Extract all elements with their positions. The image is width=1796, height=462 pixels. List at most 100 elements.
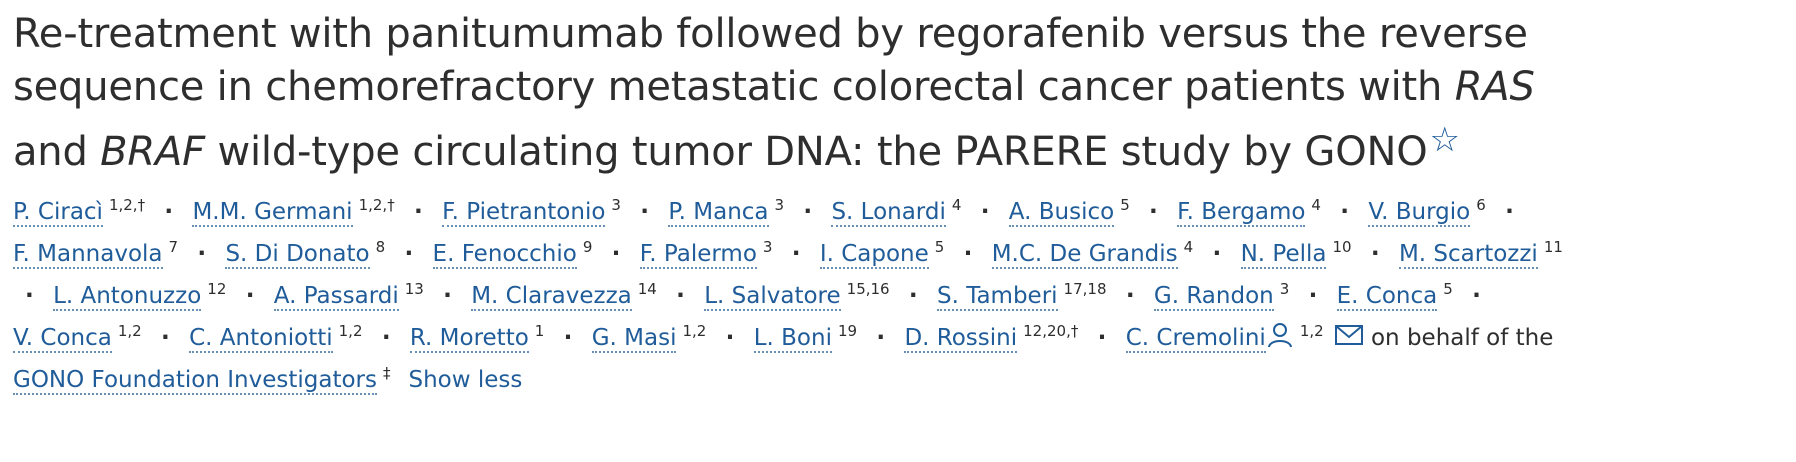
affiliation: 8 — [375, 238, 386, 256]
author-link[interactable]: M. Scartozzi — [1398, 241, 1538, 269]
author-link[interactable]: P. Ciracì — [13, 199, 103, 227]
separator: · — [791, 241, 801, 267]
separator: · — [1472, 283, 1481, 309]
separator: · — [164, 199, 174, 225]
affiliation: 4 — [951, 196, 962, 214]
affiliation: 3 — [1279, 280, 1290, 298]
title-text: Re-treatment with panitumumab followed b… — [13, 11, 1528, 110]
title-text: wild-type circulating tumor DNA: the PAR… — [204, 129, 1428, 175]
affiliation: 14 — [637, 280, 657, 298]
group-link[interactable]: GONO Foundation Investigators — [13, 367, 377, 395]
separator: · — [1340, 199, 1350, 225]
author: F. Mannavola 7 — [13, 240, 178, 269]
affiliation: 1,2 — [117, 322, 142, 340]
author: L. Salvatore 15,16 — [704, 282, 890, 311]
author: C. Cremolini 1,2 — [1125, 322, 1364, 353]
author: V. Burgio 6 — [1368, 196, 1486, 227]
separator: · — [404, 241, 414, 267]
author-link[interactable]: P. Manca — [668, 199, 769, 227]
author: C. Antoniotti 1,2 — [189, 322, 363, 353]
separator: · — [611, 241, 621, 267]
separator: · — [245, 283, 255, 309]
separator: · — [980, 199, 990, 225]
separator: · — [1125, 283, 1135, 309]
affiliation: 1,2,† — [358, 196, 395, 214]
author-link[interactable]: M.C. De Grandis — [991, 241, 1178, 269]
affiliation: 11 — [1543, 238, 1563, 256]
author: G. Masi 1,2 — [591, 322, 707, 353]
affiliation: 1,2 — [682, 322, 707, 340]
separator: · — [876, 325, 886, 351]
affiliation: 1,2 — [1299, 322, 1324, 340]
show-less[interactable]: Show less — [408, 367, 523, 393]
author-link[interactable]: I. Capone — [819, 241, 929, 269]
author-link[interactable]: S. Di Donato — [225, 241, 370, 269]
author: E. Conca 5 — [1336, 280, 1453, 311]
author: M. Claravezza 14 — [471, 280, 657, 311]
affiliation: 4 — [1311, 196, 1321, 214]
person-icon — [1267, 323, 1292, 348]
author-link[interactable]: A. Busico — [1008, 199, 1115, 227]
author-link[interactable]: M. Claravezza — [471, 283, 632, 311]
author: P. Ciracì 1,2,† — [13, 196, 146, 227]
author-link[interactable]: R. Moretto — [409, 325, 529, 353]
separator: · — [414, 199, 423, 225]
affiliation: 6 — [1476, 196, 1486, 214]
affiliation: 12,20,† — [1023, 322, 1079, 340]
separator: · — [803, 199, 813, 225]
separator: · — [640, 199, 650, 225]
author: F. Palermo 3 — [639, 240, 772, 269]
author-link[interactable]: F. Mannavola — [13, 241, 163, 269]
author-link[interactable]: G. Masi — [591, 325, 677, 353]
author: A. Busico 5 — [1008, 198, 1130, 227]
affiliation: 1,2,† — [108, 196, 146, 214]
separator: · — [443, 283, 452, 309]
author-link[interactable]: E. Fenocchio — [432, 241, 577, 269]
author-link[interactable]: L. Boni — [753, 325, 832, 353]
author-link[interactable]: A. Passardi — [273, 283, 399, 311]
affiliation: 5 — [934, 238, 945, 256]
star-icon[interactable]: ☆ — [1429, 120, 1460, 160]
author-link[interactable]: V. Burgio — [1368, 199, 1471, 227]
author: A. Passardi 13 — [273, 280, 424, 311]
affiliation: 13 — [404, 280, 424, 298]
affiliation: 9 — [582, 238, 593, 256]
author-link[interactable]: V. Conca — [13, 325, 112, 353]
author-link[interactable]: C. Antoniotti — [189, 325, 333, 353]
author-link[interactable]: S. Tamberi — [936, 283, 1058, 311]
author-link[interactable]: F. Pietrantonio — [442, 199, 606, 227]
author-link[interactable]: G. Randon — [1153, 283, 1274, 311]
title-italic: BRAF — [100, 129, 205, 175]
affiliation: 5 — [1443, 280, 1453, 298]
separator: · — [197, 241, 207, 267]
author-link[interactable]: F. Bergamo — [1177, 199, 1306, 227]
author-link[interactable]: D. Rossini — [904, 325, 1018, 353]
affiliation: 3 — [774, 196, 785, 214]
author-link[interactable]: M.M. Germani — [192, 199, 353, 227]
separator: · — [381, 325, 391, 351]
article-header: Re-treatment with panitumumab followed b… — [13, 8, 1573, 401]
author-link[interactable]: E. Conca — [1336, 283, 1438, 311]
author-link[interactable]: S. Lonardi — [831, 199, 946, 227]
affiliation: 3 — [611, 196, 621, 214]
affiliation: 1,2 — [338, 322, 363, 340]
author-link[interactable]: N. Pella — [1240, 241, 1327, 269]
author-link[interactable]: C. Cremolini — [1125, 325, 1266, 353]
author-list: P. Ciracì 1,2,† · M.M. Germani 1,2,† · F. … — [13, 191, 1573, 401]
author-link[interactable]: L. Antonuzzo — [53, 283, 202, 311]
author: V. Conca 1,2 — [13, 322, 142, 353]
separator: · — [1149, 199, 1158, 225]
affiliation: 1 — [534, 322, 545, 340]
author: N. Pella 10 — [1240, 240, 1352, 269]
author-link[interactable]: F. Palermo — [639, 241, 757, 269]
author: E. Fenocchio 9 — [432, 238, 593, 269]
author: G. Randon 3 — [1153, 280, 1290, 311]
affiliation: 4 — [1183, 238, 1194, 256]
author: P. Manca 3 — [668, 196, 785, 227]
author-link[interactable]: L. Salvatore — [704, 283, 841, 311]
separator: · — [25, 283, 34, 309]
mail-icon[interactable] — [1334, 321, 1364, 349]
separator: · — [1097, 325, 1107, 351]
author: M.C. De Grandis 4 — [991, 238, 1194, 269]
